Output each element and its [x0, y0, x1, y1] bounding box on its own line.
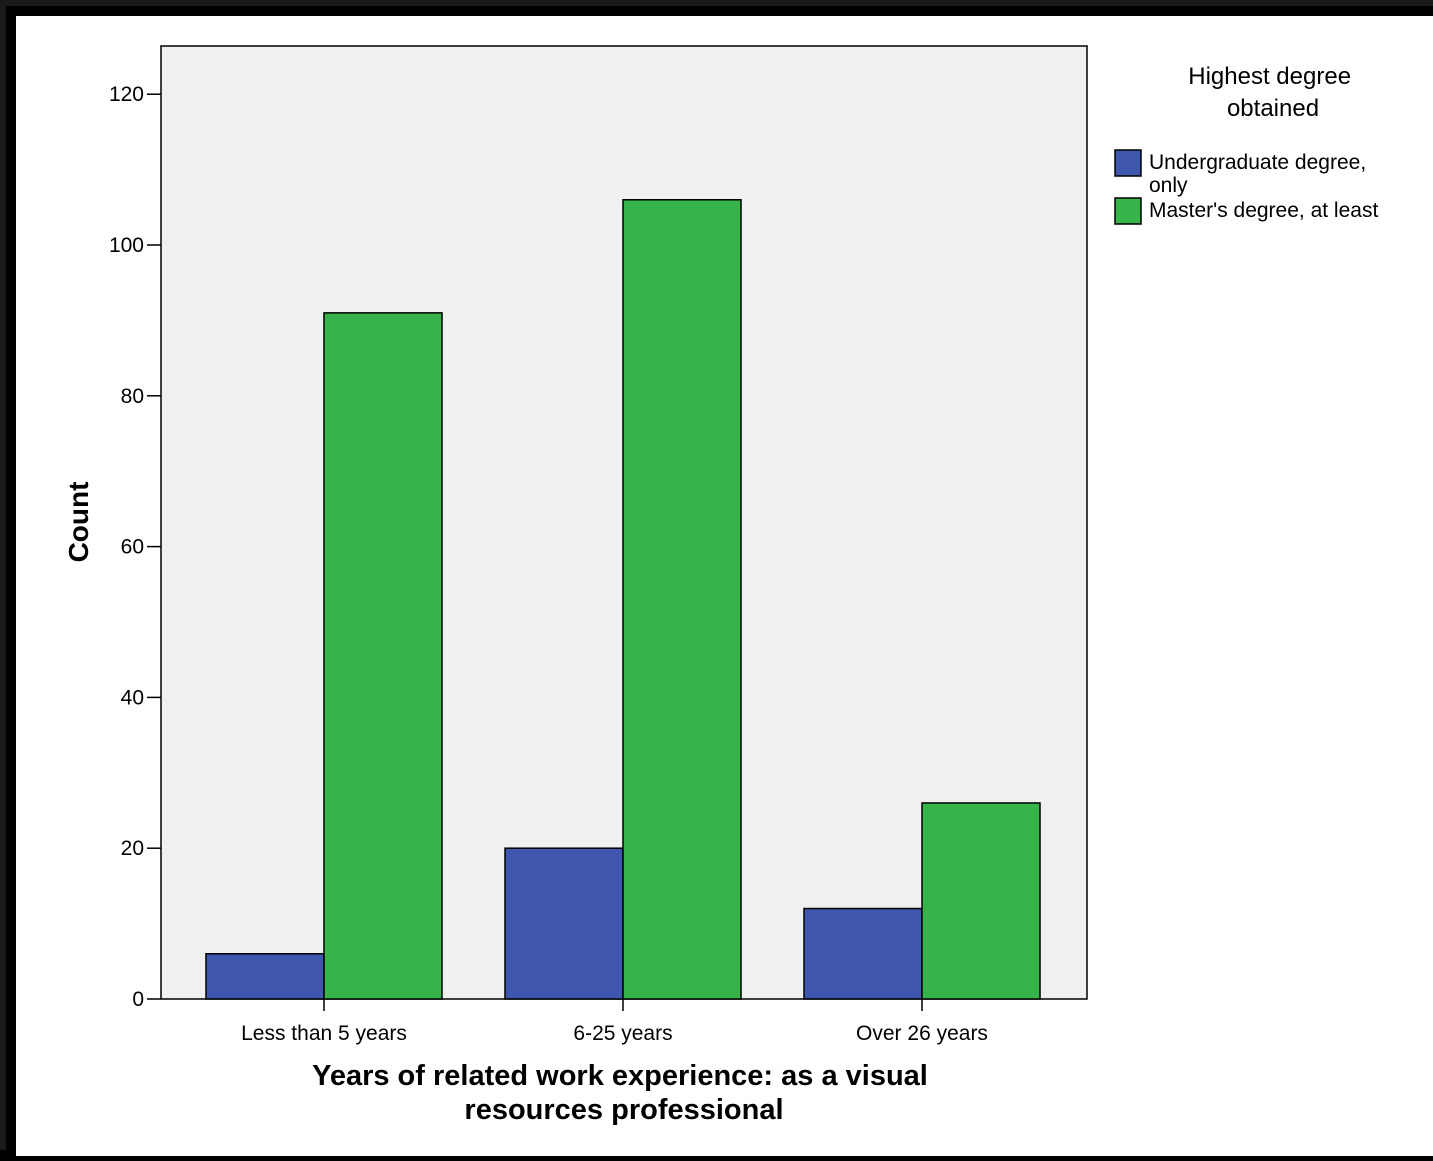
bar-masters-2 [622, 199, 742, 1000]
y-tick-label: 40 [121, 686, 144, 709]
legend-label-undergraduate: Undergraduate degree, only [1149, 151, 1366, 197]
x-axis-label: Years of related work experience: as a v… [312, 1060, 936, 1126]
legend-title-line-2: obtained [1227, 95, 1319, 122]
y-tick-label: 80 [121, 385, 144, 408]
x-axis: Less than 5 years 6-25 years Over 26 years [241, 999, 988, 1045]
legend-title: Highest degree obtained [1188, 63, 1357, 122]
bar-undergraduate-2 [504, 847, 624, 1000]
bar-undergraduate-1 [205, 953, 325, 1000]
legend-label-line: Master's degree, at least [1149, 199, 1378, 222]
chart-canvas: 0 20 40 60 80 100 120 Less than 5 years 6-25 ye… [16, 16, 1433, 1156]
x-axis-label-line-1: Years of related work experience: as a v… [312, 1060, 928, 1092]
legend: Highest degree obtained Undergraduate de… [1114, 63, 1378, 225]
legend-label-line: Undergraduate degree, [1149, 151, 1366, 174]
bar-masters-3 [921, 802, 1041, 1000]
legend-label-masters: Master's degree, at least [1149, 199, 1378, 222]
y-tick-label: 100 [109, 234, 144, 257]
y-axis-label: Count [63, 482, 94, 563]
y-tick-label: 60 [121, 536, 144, 559]
x-tick-label: 6-25 years [573, 1022, 672, 1045]
x-tick-label: Over 26 years [856, 1022, 988, 1045]
legend-label-line: only [1149, 174, 1188, 197]
legend-swatch-masters [1114, 197, 1142, 225]
bar-chart: 0 20 40 60 80 100 120 Less than 5 years 6-25 ye… [63, 45, 1378, 1126]
bars [205, 199, 1041, 1000]
y-tick-label: 0 [132, 988, 144, 1011]
x-axis-label-line-2: resources professional [464, 1094, 783, 1126]
y-tick-label: 20 [121, 837, 144, 860]
legend-swatch-undergraduate [1114, 149, 1142, 177]
legend-title-line-1: Highest degree [1188, 63, 1351, 90]
bar-masters-1 [323, 312, 443, 1000]
x-tick-label: Less than 5 years [241, 1022, 407, 1045]
y-tick-label: 120 [109, 83, 144, 106]
y-axis: 0 20 40 60 80 100 120 [109, 83, 161, 1011]
bar-undergraduate-3 [803, 907, 923, 1000]
